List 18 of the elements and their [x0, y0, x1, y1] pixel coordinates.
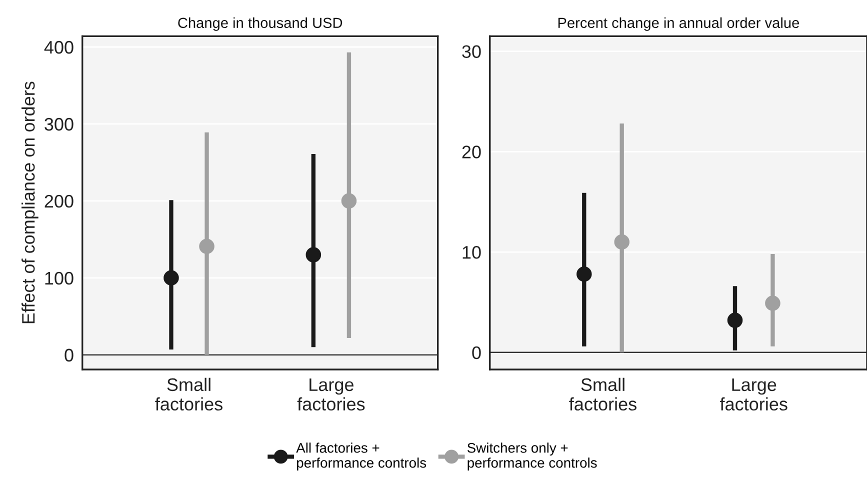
legend-label: All factories + performance controls [296, 442, 426, 470]
x-tick-label: Large factories [720, 378, 788, 411]
y-tick-label: 30 [462, 45, 481, 58]
y-axis-title: Effect of compliance on orders [22, 82, 38, 324]
y-tick-label: 200 [44, 194, 74, 208]
y-tick-label: 0 [64, 348, 74, 362]
x-tick-label: Small factories [155, 378, 222, 411]
chart-title: Change in thousand USD [178, 17, 342, 31]
legend-label: Switchers only + performance controls [467, 442, 597, 470]
x-tick-label: Small factories [569, 378, 636, 411]
x-tick-label: Large factories [297, 378, 365, 411]
y-tick-label: 300 [44, 118, 74, 131]
y-tick-label: 0 [472, 346, 481, 360]
y-tick-label: 10 [462, 246, 481, 259]
y-tick-label: 100 [45, 272, 74, 285]
chart-title: Percent change in annual order value [558, 17, 799, 31]
y-tick-label: 400 [44, 40, 74, 54]
y-tick-label: 20 [462, 146, 481, 158]
